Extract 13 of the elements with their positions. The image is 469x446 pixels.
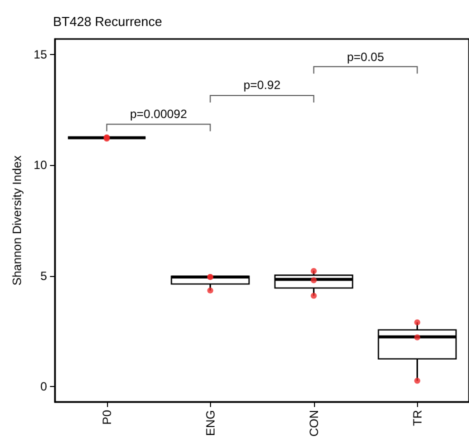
x-tick-label: P0 [100, 410, 114, 425]
y-tick-label: 0 [40, 380, 48, 394]
annotation: p=0.05 [346, 50, 384, 64]
x-tick-label: CON [306, 410, 321, 437]
x-tick-label: TR [410, 410, 424, 426]
y-tick-label: 15 [34, 47, 48, 62]
annotation: p=0.00092 [130, 107, 188, 122]
annotation: p=0.92 [243, 78, 281, 92]
y-axis-title: Shannon Diversity Index [10, 155, 24, 286]
y-tick-label: 10 [34, 158, 48, 172]
x-tick-label: ENG [203, 410, 218, 436]
chart-title: BT428 Recurrence [53, 14, 162, 29]
y-tick-label: 5 [40, 268, 48, 283]
